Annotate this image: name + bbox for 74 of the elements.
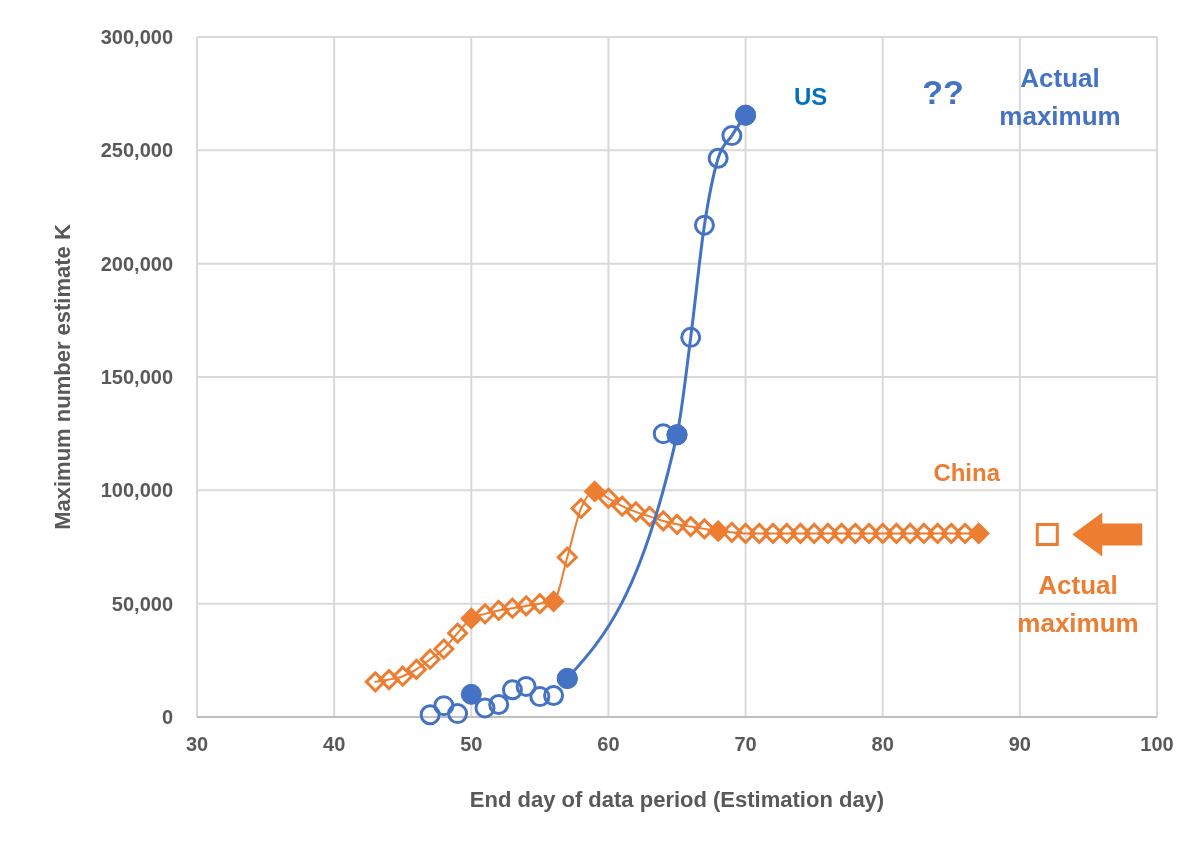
point: [392, 665, 414, 687]
point: [419, 648, 441, 670]
point: [693, 214, 715, 236]
point: [625, 501, 647, 523]
x-tick-label: 40: [323, 733, 346, 755]
point: [927, 522, 949, 544]
point: [666, 513, 688, 535]
point: [447, 703, 469, 725]
point: [488, 694, 510, 716]
point: [474, 697, 496, 719]
x-tick-label: 70: [734, 733, 757, 755]
annotation: ??: [922, 72, 964, 111]
point: [721, 125, 743, 147]
point: [680, 516, 702, 538]
point: [899, 522, 921, 544]
point: [447, 622, 469, 644]
point: [817, 522, 839, 544]
y-tick-label: 50,000: [111, 592, 173, 615]
point: [707, 147, 729, 169]
y-axis-title: Maximum number estimate K: [50, 224, 75, 530]
point: [693, 518, 715, 540]
point: [748, 522, 770, 544]
point: [460, 683, 482, 705]
point: [364, 671, 386, 693]
point: [529, 593, 551, 615]
point: [858, 522, 880, 544]
point: [556, 546, 578, 568]
point: [501, 679, 523, 701]
y-tick-label: 150,000: [100, 366, 173, 388]
point: [885, 522, 907, 544]
x-tick-label: 60: [597, 733, 620, 755]
point: [543, 684, 565, 706]
y-tick-label: 250,000: [100, 139, 173, 162]
x-tick-label: 80: [871, 733, 894, 755]
point: [515, 595, 537, 617]
series-label: US: [793, 83, 828, 111]
y-tick-label: 300,000: [100, 26, 173, 48]
x-tick-label: 90: [1008, 733, 1031, 755]
annotation: Actual maximum: [1017, 569, 1139, 638]
point: [735, 522, 757, 544]
point: [474, 603, 496, 625]
point: [652, 510, 674, 532]
point: [488, 599, 510, 621]
x-tick-label: 50: [460, 733, 483, 755]
point: [776, 522, 798, 544]
series-label: China: [933, 459, 1001, 487]
point: [597, 487, 619, 509]
point: [831, 522, 853, 544]
y-tick-label: 200,000: [100, 252, 173, 275]
y-tick-label: 0: [161, 706, 173, 728]
point: [433, 695, 455, 717]
point: [529, 686, 551, 708]
point: [844, 522, 866, 544]
x-axis-title: End day of data period (Estimation day): [469, 787, 885, 812]
point: [405, 658, 427, 680]
point: [762, 522, 784, 544]
point: [611, 495, 633, 517]
point: [680, 326, 702, 348]
point: [570, 497, 592, 519]
point: [803, 522, 825, 544]
x-tick-label: 100: [1140, 733, 1174, 755]
point: [789, 522, 811, 544]
annotation: Actual maximum: [999, 62, 1121, 131]
point: [419, 704, 441, 726]
point: [515, 675, 537, 697]
x-tick-label: 30: [185, 733, 209, 755]
y-tick-label: 100,000: [100, 479, 173, 502]
point: [1035, 523, 1059, 547]
point: [872, 522, 894, 544]
point: [378, 669, 400, 691]
point: [501, 597, 523, 619]
point: [940, 522, 962, 544]
point: [433, 638, 455, 660]
point: [913, 522, 935, 544]
